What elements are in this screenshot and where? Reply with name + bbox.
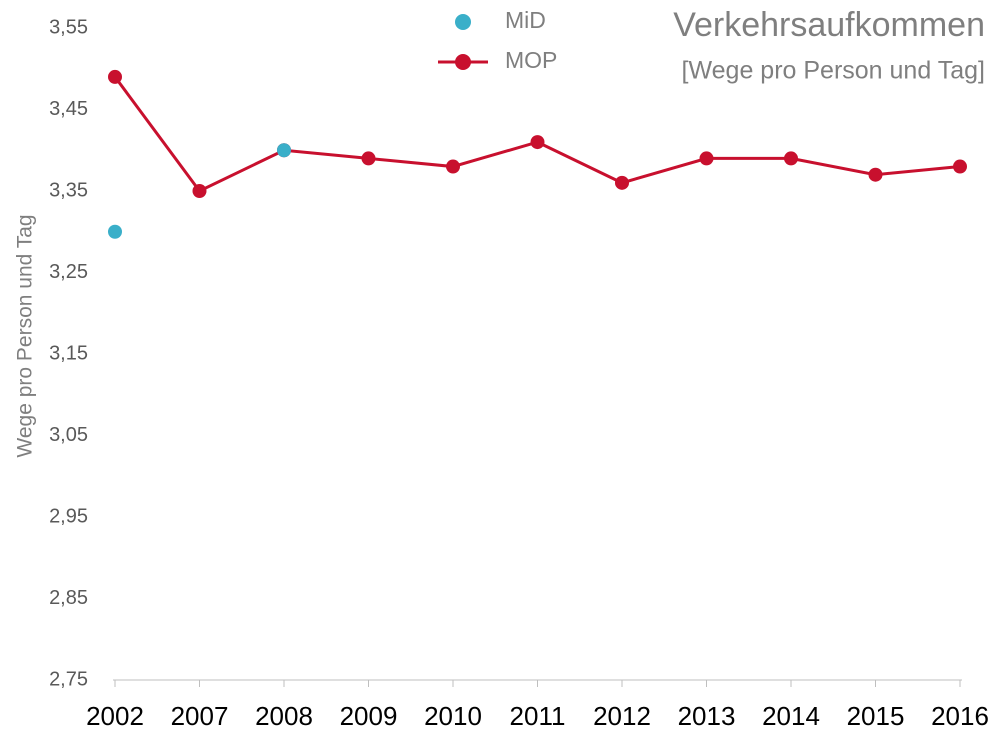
y-tick-label: 2,95 (49, 505, 88, 527)
chart-title: Verkehrsaufkommen (673, 6, 985, 44)
x-tick-label: 2008 (255, 701, 313, 731)
x-tick-label: 2007 (171, 701, 229, 731)
x-tick-label: 2013 (678, 701, 736, 731)
data-point (530, 135, 545, 150)
x-tick-label: 2012 (593, 701, 651, 731)
data-point (361, 151, 376, 166)
x-tick-label: 2010 (424, 701, 482, 731)
y-tick-label: 3,55 (49, 16, 88, 38)
y-tick-label: 3,15 (49, 342, 88, 364)
data-point (699, 151, 714, 166)
data-point (784, 151, 798, 166)
data-point (615, 175, 629, 190)
x-tick-label: 2009 (340, 701, 398, 731)
data-point (108, 224, 122, 239)
x-tick-label: 2016 (931, 701, 989, 731)
x-tick-label: 2011 (510, 701, 566, 731)
y-tick-label: 3,35 (49, 179, 88, 201)
y-tick-label: 2,75 (49, 668, 88, 690)
y-tick-label: 3,25 (49, 261, 88, 283)
y-tick-label: 2,85 (49, 587, 88, 609)
data-point (192, 184, 207, 198)
legend-marker (455, 54, 471, 70)
legend-marker (455, 14, 471, 30)
chart-subtitle: [Wege pro Person und Tag] (682, 57, 985, 85)
y-tick-label: 3,45 (49, 98, 88, 120)
data-point (953, 159, 967, 174)
y-axis-title: Wege pro Person und Tag (14, 214, 37, 457)
x-tick-label: 2002 (86, 701, 144, 731)
legend-label: MiD (505, 7, 546, 33)
data-point (277, 143, 291, 158)
series-line (113, 76, 961, 193)
y-tick-label: 3,05 (49, 424, 88, 446)
data-point (868, 167, 883, 182)
data-point (446, 159, 460, 174)
x-tick-label: 2015 (847, 701, 905, 731)
data-point (108, 69, 122, 84)
x-tick-label: 2014 (762, 701, 820, 731)
legend-label: MOP (505, 47, 557, 73)
